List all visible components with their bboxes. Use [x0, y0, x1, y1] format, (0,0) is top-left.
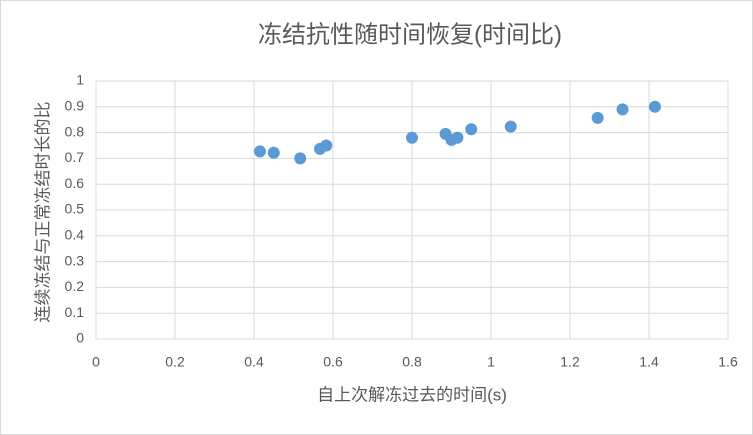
point [294, 152, 307, 165]
x-axis-label: 自上次解冻过去的时间(s) [317, 385, 507, 404]
x-tick-label: 0.8 [402, 354, 422, 370]
x-tick-label: 0.6 [323, 354, 343, 370]
point [465, 123, 478, 136]
point [648, 100, 661, 113]
point [504, 120, 517, 133]
point [406, 131, 418, 144]
y-tick-label: 0.7 [65, 149, 85, 165]
point [253, 145, 266, 158]
x-tick-label: 1 [487, 354, 495, 370]
point [267, 146, 280, 159]
chart-title: 冻结抗性随时间恢复(时间比) [258, 21, 562, 48]
point [451, 131, 464, 144]
x-tick-label: 1.4 [639, 354, 659, 370]
y-tick-label: 0.1 [65, 304, 85, 320]
x-tick-label: 1.6 [718, 354, 738, 370]
y-tick-label: 0.8 [65, 123, 85, 139]
x-tick-label: 0 [92, 354, 100, 370]
x-tick-label: 0.2 [165, 354, 185, 370]
y-tick-label: 0.3 [65, 252, 85, 268]
y-tick-label: 0.6 [65, 175, 85, 191]
y-tick-label: 0.9 [65, 98, 85, 114]
x-tick-label: 1.2 [560, 354, 580, 370]
y-tick-label: 1 [76, 72, 84, 88]
point [591, 111, 604, 124]
x-tick-label: 0.4 [244, 354, 264, 370]
y-tick-label: 0 [76, 330, 84, 346]
y-tick-label: 0.5 [65, 201, 85, 217]
point [320, 139, 333, 152]
point [616, 103, 629, 116]
y-axis-label: 连续冻结与正常冻结时长的比 [33, 102, 52, 323]
y-tick-label: 0.4 [65, 227, 85, 243]
y-tick-label: 0.2 [65, 278, 85, 294]
